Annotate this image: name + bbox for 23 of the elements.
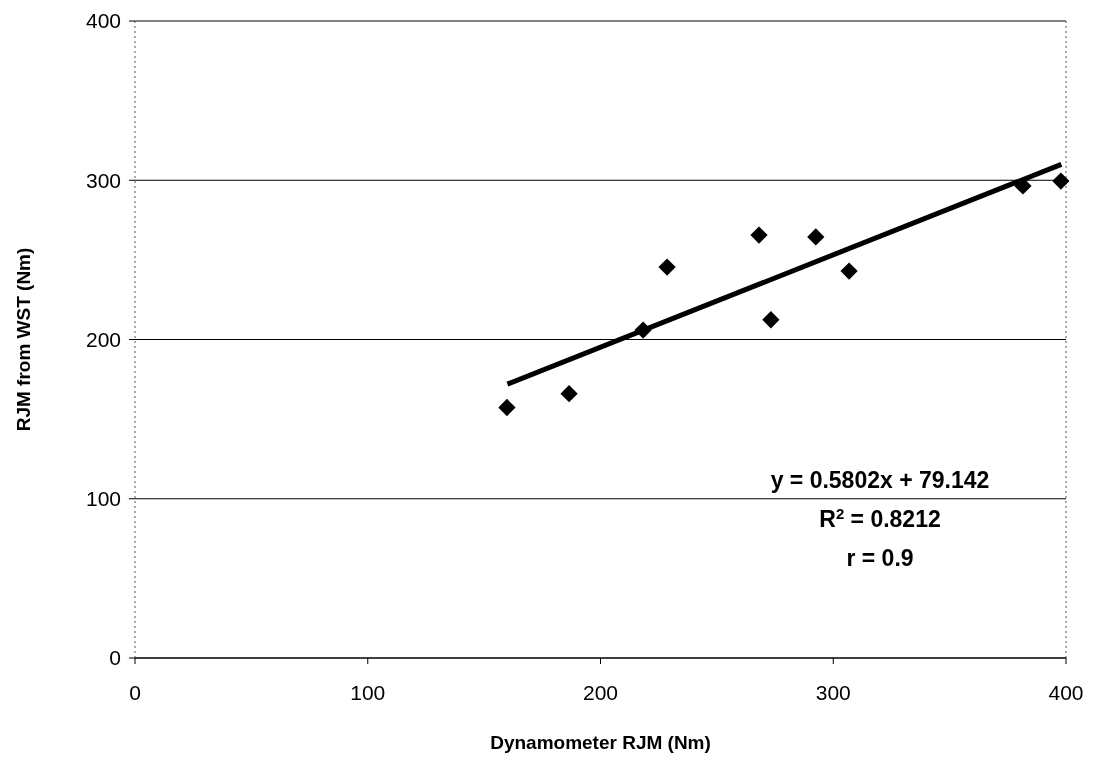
point <box>750 226 768 244</box>
point <box>807 228 825 246</box>
y-tick-label: 0 <box>109 646 121 670</box>
x-tick-label: 0 <box>129 681 141 704</box>
point <box>658 258 676 276</box>
y-tick-label: 100 <box>85 487 121 511</box>
y-tick-label: 300 <box>85 168 121 192</box>
x-tick-label: 300 <box>815 681 851 704</box>
x-tick-label: 400 <box>1048 681 1084 704</box>
x-axis-title: Dynamometer RJM (Nm) <box>490 732 711 753</box>
annotation: r = 0.9 <box>846 545 914 571</box>
y-axis-title: RJM from WST (Nm) <box>13 247 34 432</box>
point <box>762 311 780 329</box>
annotation: y = 0.5802x + 79.142 <box>770 467 990 493</box>
point <box>1052 172 1070 190</box>
y-tick-label: 400 <box>85 9 121 33</box>
annotation: R$^{2}$ = 0.8212 <box>819 504 941 532</box>
y-tick-label: 200 <box>85 327 121 351</box>
x-tick-label: 200 <box>582 681 619 704</box>
point <box>560 385 578 403</box>
x-tick-label: 100 <box>350 681 386 704</box>
point <box>498 398 516 417</box>
point <box>840 262 858 280</box>
